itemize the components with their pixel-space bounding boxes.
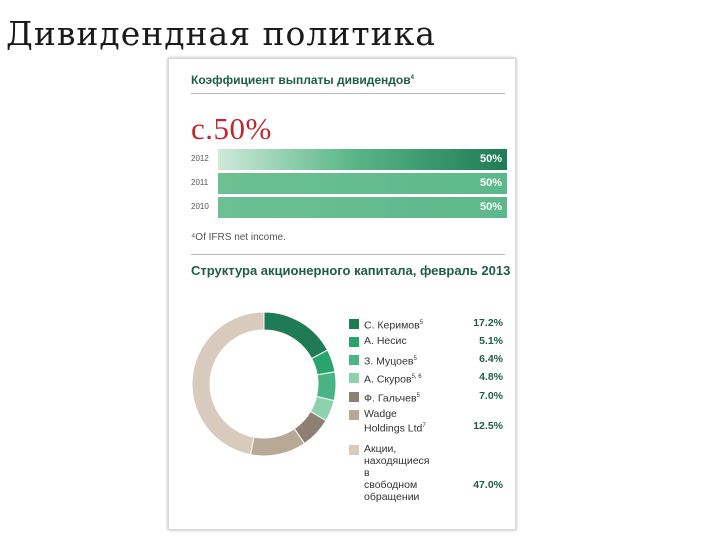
legend-swatch [349,355,359,365]
section-divider [191,254,505,255]
headline-payout-value: c.50% [191,111,272,146]
donut-slice [191,311,265,456]
legend-value: 12.5% [473,420,503,432]
bar [218,173,507,194]
bar-row: 2011 50% [191,173,507,194]
bar-category-label: 2010 [191,202,209,211]
dividend-section-title: Коэффициент выплаты дивидендов4 [191,73,414,87]
donut-slice [249,427,306,457]
bar-track: 50% [218,149,507,170]
bar-track: 50% [218,173,507,194]
bar [218,149,507,170]
bar-row: 2010 50% [191,197,507,218]
legend-footnote-mark: 5 [413,356,417,362]
bar-row: 2012 50% [191,149,507,170]
legend-swatch [349,392,359,402]
shareholder-section-title: Структура акционерного капитала, февраль… [191,263,511,278]
legend-footnote-mark: 5 [419,320,424,326]
infographic-card: Коэффициент выплаты дивидендов4 c.50% 20… [168,58,516,530]
legend-value: 7.0% [479,390,503,402]
payout-footnote: ⁴Of IFRS net income. [191,232,286,243]
bar-value-label: 50% [479,177,502,189]
donut-svg [191,311,337,457]
legend-swatch [349,445,359,455]
legend-value: 5.1% [479,335,503,347]
legend-label: С. Керимов5 [364,319,424,332]
donut-slice [263,311,329,360]
legend-label: З. Муцоев5 [364,355,417,368]
legend-swatch [349,337,359,347]
section-divider [191,93,505,94]
dividend-title-text: Коэффициент выплаты дивидендов [191,73,411,87]
legend-value: 4.8% [479,371,503,383]
legend-footnote-mark: 5 [416,393,420,399]
legend-value: 47.0% [473,479,503,491]
legend-value: 6.4% [479,353,503,365]
bar [218,197,507,218]
legend-swatch [349,410,359,420]
donut-slice [315,371,337,402]
legend-footnote-mark: 7 [422,423,426,429]
slide-title: Дивидендная политика [6,14,436,53]
bar-value-label: 50% [479,201,502,213]
legend-label: А. Скуров5, 6 [364,373,422,386]
bar-track: 50% [218,197,507,218]
footnote-mark: 4 [410,75,414,81]
legend-label: А. Несис [364,335,407,347]
bar-category-label: 2011 [191,178,209,187]
legend-label: Wadge Holdings Ltd7 [364,408,426,435]
legend-label: Акции, находящиеся в свободном обращении [364,443,430,503]
legend-footnote-mark: 5, 6 [411,374,422,380]
bar-value-label: 50% [479,153,502,165]
legend-swatch [349,373,359,383]
legend-swatch [349,319,359,329]
legend-label: Ф. Гальчев5 [364,392,420,405]
legend-value: 17.2% [473,317,503,329]
shareholder-donut-chart [189,299,349,474]
bar-category-label: 2012 [191,154,209,163]
